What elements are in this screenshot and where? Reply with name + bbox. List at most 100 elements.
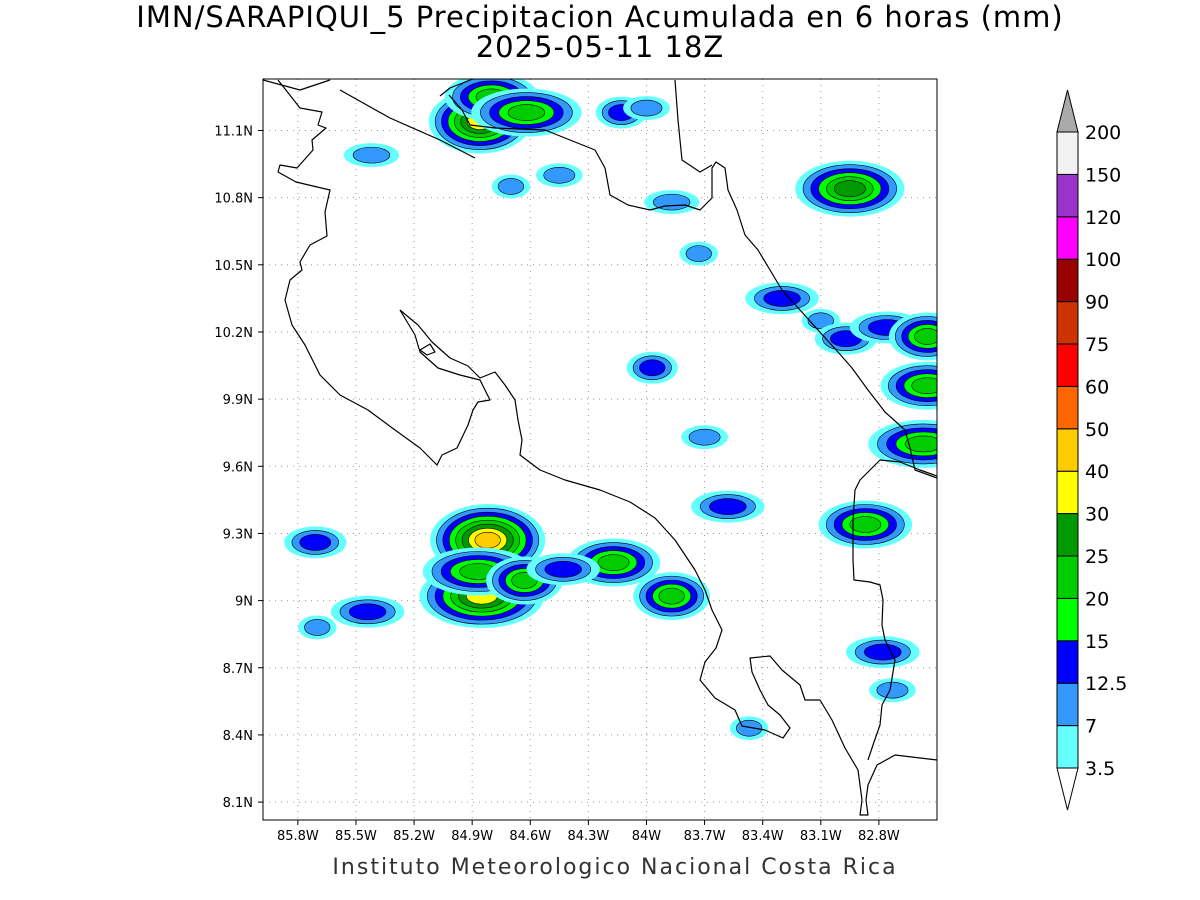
legend-swatch: [1056, 428, 1079, 472]
footer-credit: Instituto Meteorologico Nacional Costa R…: [332, 855, 898, 880]
precip-contour: [833, 180, 866, 197]
precip-cell: [880, 361, 937, 410]
legend-swatch: [1056, 173, 1079, 218]
precip-cell: [691, 490, 765, 523]
panama-border: [852, 459, 937, 761]
x-tick-label: 85.8W: [277, 829, 319, 844]
precip-contour: [685, 245, 712, 262]
legend-level-label: 30: [1085, 504, 1109, 526]
precip-cell: [623, 96, 670, 121]
y-tick-label: 8.7N: [223, 662, 253, 677]
precip-contour: [688, 428, 721, 446]
precip-contour: [639, 359, 666, 377]
legend-max-arrow: [1056, 89, 1079, 133]
precip-contour: [630, 99, 663, 117]
map-frame: [262, 78, 938, 821]
precip-cell: [284, 526, 347, 559]
precip-contour: [348, 603, 387, 621]
map-grid: [263, 79, 937, 820]
legend-level-label: 40: [1085, 461, 1109, 483]
color-legend: 3.5 7 12.5 15 20 25 30 40 50 60 75 90 100 120 150 200: [1056, 89, 1127, 811]
chart-title: IMN/SARAPIQUI_5 Precipitacion Acumulada …: [136, 0, 1064, 34]
precip-cell: [681, 425, 728, 450]
legend-swatch: [1056, 131, 1079, 175]
pacific-coast-central: [399, 309, 937, 816]
precip-cell: [298, 615, 337, 640]
legend-swatch: [1056, 385, 1079, 430]
legend-level-label: 120: [1085, 207, 1121, 229]
legend-level-label: 15: [1085, 631, 1109, 653]
precip-cell: [801, 308, 840, 333]
legend-swatch: [1056, 216, 1079, 260]
precip-contour: [709, 498, 747, 515]
pacific-coast-north: [277, 79, 491, 466]
precip-contour: [352, 146, 391, 164]
precip-contour: [849, 516, 882, 533]
precip-contour: [497, 178, 525, 195]
legend-level-label: 75: [1085, 334, 1109, 356]
legend-level-label: 12.5: [1085, 673, 1127, 695]
precip-contour: [914, 328, 937, 345]
precip-cell: [845, 636, 920, 669]
chart-subtitle-datetime: 2025-05-11 18Z: [475, 30, 725, 64]
legend-level-label: 60: [1085, 376, 1109, 398]
x-tick-label: 85.2W: [393, 829, 435, 844]
x-tick-label: 83.1W: [800, 829, 842, 844]
map-axes: 85.8W 85.5W 85.2W 84.9W 84.6W 84.3W 84W 83.7W 83…: [214, 124, 900, 844]
precip-contour: [597, 554, 630, 571]
coastlines-and-borders: [263, 79, 937, 816]
precip-contour: [658, 587, 685, 605]
legend-swatch: [1056, 555, 1079, 599]
x-tick-label: 82.8W: [858, 829, 900, 844]
legend-min-arrow: [1056, 767, 1079, 811]
y-tick-label: 8.4N: [223, 729, 253, 744]
precip-cell: [343, 143, 400, 168]
legend-level-label: 100: [1085, 249, 1121, 271]
legend-swatch: [1056, 301, 1079, 345]
nicoya-island: [419, 343, 436, 356]
y-tick-label: 10.5N: [214, 259, 253, 274]
precip-cell: [868, 419, 937, 468]
legend-level-label: 20: [1085, 588, 1109, 610]
legend-level-label: 25: [1085, 546, 1109, 568]
precip-cell: [526, 553, 601, 586]
precip-cell: [795, 160, 905, 217]
legend-swatch: [1056, 343, 1079, 387]
y-tick-label: 8.1N: [223, 796, 253, 811]
precip-contour: [304, 619, 331, 636]
legend-swatch: [1056, 597, 1079, 642]
legend-swatch: [1056, 725, 1079, 769]
precip-contour: [544, 560, 582, 578]
y-tick-label: 9.3N: [223, 527, 253, 542]
precip-contour: [911, 377, 937, 394]
precip-cell: [633, 572, 711, 621]
nicaragua-coast: [263, 79, 713, 173]
nicaragua-border: [448, 94, 937, 479]
legend-swatch: [1056, 682, 1079, 727]
precip-contour: [876, 681, 909, 699]
precip-contour: [736, 719, 763, 737]
legend-swatch: [1056, 258, 1079, 303]
precip-contour: [543, 166, 576, 184]
precip-cell: [745, 282, 819, 315]
precip-contour: [507, 104, 546, 121]
precip-cell: [644, 190, 700, 215]
precip-cell: [818, 500, 913, 549]
legend-level-label: 7: [1085, 716, 1097, 738]
y-tick-label: 9N: [235, 595, 253, 610]
x-tick-label: 85.5W: [335, 829, 377, 844]
precip-cell: [869, 678, 916, 703]
x-tick-label: 84W: [632, 829, 662, 844]
y-tick-label: 10.8N: [214, 192, 253, 207]
precipitation-field: [284, 79, 937, 741]
legend-level-label: 90: [1085, 292, 1109, 314]
legend-level-label: 200: [1085, 122, 1121, 144]
precip-contour: [807, 312, 834, 330]
legend-level-label: 50: [1085, 419, 1109, 441]
x-tick-label: 83.7W: [684, 829, 726, 844]
legend-level-label: 150: [1085, 164, 1121, 186]
precip-cell: [679, 241, 718, 266]
legend-level-label: 3.5: [1085, 758, 1115, 780]
x-tick-label: 83.4W: [742, 829, 784, 844]
precip-contour: [474, 531, 501, 549]
